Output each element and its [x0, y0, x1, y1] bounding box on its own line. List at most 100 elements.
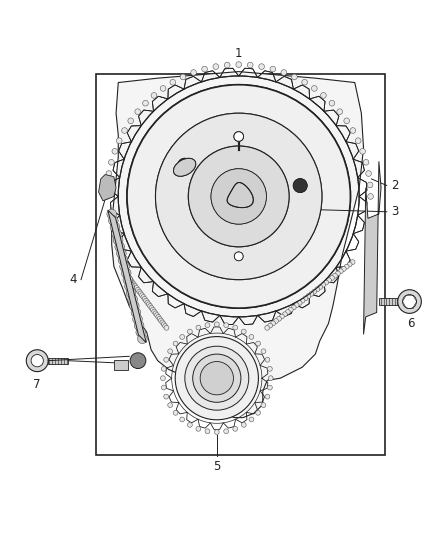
- Circle shape: [315, 287, 320, 292]
- Circle shape: [26, 350, 48, 372]
- Circle shape: [188, 146, 289, 247]
- Circle shape: [162, 324, 167, 328]
- Circle shape: [336, 271, 340, 276]
- Circle shape: [109, 159, 114, 165]
- Circle shape: [202, 66, 208, 72]
- Circle shape: [249, 335, 254, 340]
- Circle shape: [350, 260, 355, 264]
- Circle shape: [306, 294, 311, 298]
- Circle shape: [363, 159, 369, 165]
- Circle shape: [135, 287, 140, 292]
- Circle shape: [121, 268, 131, 278]
- Circle shape: [300, 298, 305, 303]
- Circle shape: [173, 410, 178, 415]
- Circle shape: [311, 86, 317, 91]
- Circle shape: [265, 326, 269, 330]
- Circle shape: [234, 132, 244, 141]
- Circle shape: [148, 304, 152, 309]
- Circle shape: [213, 64, 219, 69]
- Circle shape: [164, 326, 169, 330]
- Circle shape: [318, 285, 323, 289]
- Circle shape: [106, 171, 112, 176]
- Circle shape: [339, 269, 343, 273]
- Circle shape: [271, 321, 276, 326]
- Circle shape: [293, 179, 307, 192]
- Circle shape: [270, 66, 276, 72]
- Circle shape: [268, 323, 272, 328]
- Circle shape: [332, 273, 337, 278]
- Circle shape: [309, 292, 314, 296]
- Circle shape: [403, 295, 417, 309]
- Ellipse shape: [173, 158, 196, 176]
- Circle shape: [344, 264, 349, 269]
- Circle shape: [120, 262, 129, 271]
- Polygon shape: [364, 161, 381, 334]
- Circle shape: [159, 318, 163, 323]
- Polygon shape: [48, 358, 68, 364]
- Circle shape: [137, 289, 141, 294]
- Circle shape: [112, 229, 121, 238]
- Circle shape: [180, 335, 184, 340]
- Circle shape: [125, 281, 134, 291]
- Circle shape: [259, 64, 265, 69]
- Circle shape: [261, 403, 266, 408]
- Circle shape: [117, 138, 122, 143]
- Circle shape: [224, 429, 229, 434]
- Circle shape: [110, 222, 120, 232]
- Circle shape: [302, 79, 307, 85]
- Circle shape: [160, 320, 165, 325]
- Circle shape: [160, 86, 166, 91]
- Circle shape: [366, 171, 371, 176]
- Circle shape: [123, 275, 133, 285]
- Circle shape: [127, 85, 350, 308]
- Circle shape: [281, 70, 286, 75]
- Circle shape: [265, 394, 270, 399]
- Circle shape: [104, 193, 110, 199]
- Text: 1: 1: [235, 47, 243, 60]
- Circle shape: [193, 354, 241, 402]
- Circle shape: [122, 128, 127, 133]
- Circle shape: [133, 314, 142, 324]
- Circle shape: [291, 305, 296, 310]
- Circle shape: [130, 353, 146, 368]
- Circle shape: [131, 308, 141, 317]
- Text: 5: 5: [213, 460, 220, 473]
- Circle shape: [196, 426, 201, 431]
- Circle shape: [324, 280, 328, 285]
- Circle shape: [355, 138, 361, 143]
- Circle shape: [155, 113, 322, 280]
- Circle shape: [200, 361, 233, 395]
- Circle shape: [128, 118, 134, 124]
- Circle shape: [118, 255, 128, 265]
- Circle shape: [367, 182, 373, 188]
- Circle shape: [160, 376, 166, 381]
- Circle shape: [105, 182, 110, 188]
- Circle shape: [292, 74, 297, 80]
- Circle shape: [283, 312, 287, 317]
- Circle shape: [303, 296, 308, 301]
- Text: 6: 6: [406, 317, 414, 330]
- Circle shape: [360, 149, 365, 154]
- Circle shape: [247, 62, 253, 68]
- Circle shape: [234, 132, 244, 141]
- Circle shape: [138, 334, 147, 344]
- Circle shape: [368, 193, 373, 199]
- Circle shape: [151, 93, 157, 98]
- Circle shape: [344, 118, 350, 124]
- Circle shape: [142, 296, 147, 301]
- Polygon shape: [379, 298, 399, 304]
- Circle shape: [113, 236, 123, 245]
- Circle shape: [144, 298, 148, 303]
- Circle shape: [109, 216, 118, 225]
- Circle shape: [249, 417, 254, 422]
- Circle shape: [130, 301, 139, 311]
- Circle shape: [178, 158, 192, 172]
- Circle shape: [224, 322, 229, 328]
- Circle shape: [149, 305, 154, 310]
- Circle shape: [129, 278, 134, 283]
- Circle shape: [187, 329, 192, 334]
- Circle shape: [274, 319, 279, 324]
- Circle shape: [31, 354, 43, 367]
- Circle shape: [170, 79, 176, 85]
- Circle shape: [143, 100, 148, 106]
